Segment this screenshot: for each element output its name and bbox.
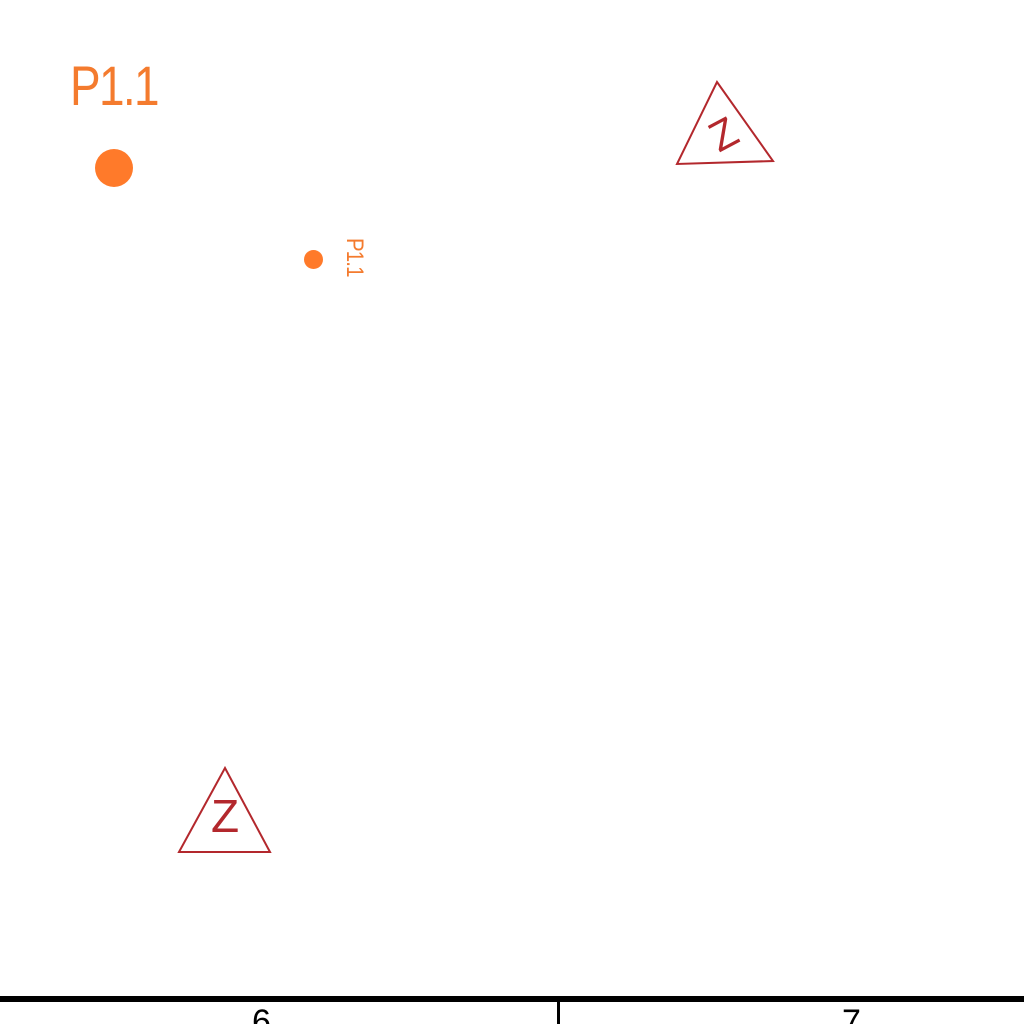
ruler-tick xyxy=(557,996,560,1024)
ruler-label-right: 7 xyxy=(842,1003,861,1024)
marker-top-letter: Z xyxy=(701,107,746,161)
marker-bottom-letter: Z xyxy=(211,790,239,842)
z-triangle-icon[interactable]: Z xyxy=(174,764,276,858)
marker-bottom-triangle xyxy=(177,765,272,853)
bottom-ruler: 6 7 xyxy=(0,996,1024,1024)
point-label-large: P1.1 xyxy=(70,54,160,117)
rotated-z-triangle-icon[interactable]: Z xyxy=(672,78,778,170)
point-marker-large[interactable] xyxy=(95,149,133,187)
ruler-line xyxy=(0,996,1024,1002)
point-label-small: P1.1 xyxy=(341,238,368,277)
marker-top-triangle xyxy=(675,80,775,166)
ruler-label-left: 6 xyxy=(252,1003,271,1024)
point-marker-small[interactable] xyxy=(304,250,323,269)
